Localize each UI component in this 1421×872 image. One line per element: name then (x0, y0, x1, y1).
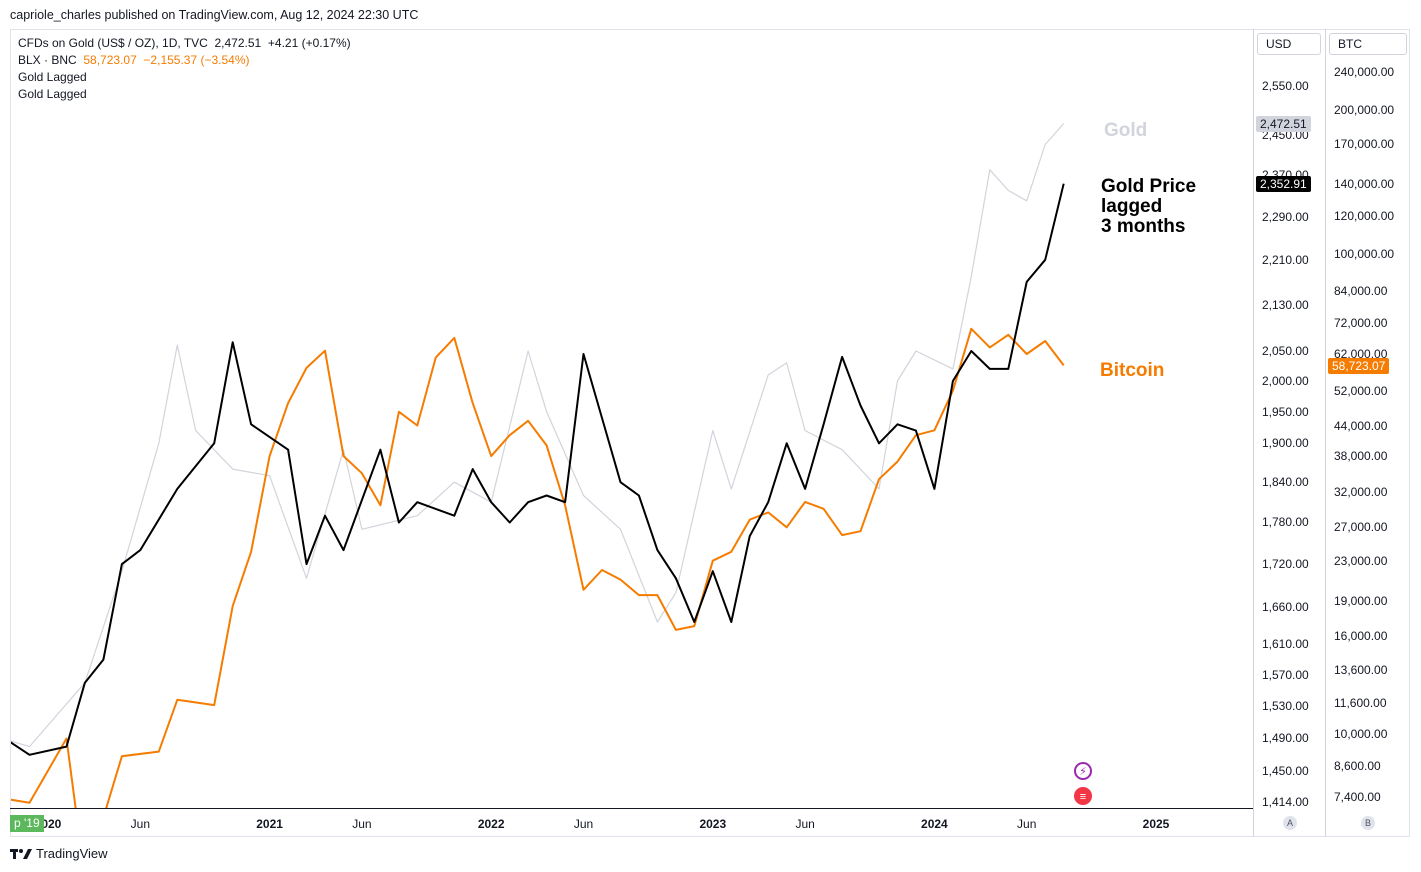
btc-tick-label: 19,000.00 (1334, 593, 1388, 608)
btc-axis-divider (1325, 29, 1326, 837)
series-line-gold-lagged[interactable] (0, 183, 1065, 802)
legend-gold[interactable]: CFDs on Gold (US$ / OZ), 1D, TVC 2,472.5… (18, 35, 351, 52)
gold-annotation: Gold (1104, 120, 1148, 141)
btc-tick-label: 8,600.00 (1334, 758, 1381, 773)
btc-tick-label: 7,400.00 (1334, 790, 1381, 804)
btc-tick-label: 16,000.00 (1334, 629, 1388, 644)
series-line-gold[interactable] (0, 123, 1065, 748)
time-tick-label: 2025 (1142, 817, 1170, 831)
usd-tick-label: 2,050.00 (1262, 344, 1309, 358)
legend-gold-lagged-2[interactable]: Gold Lagged (18, 87, 87, 101)
us-flag-icon[interactable]: ≡ (1074, 787, 1092, 805)
time-tick-label: 2022 (477, 817, 505, 831)
btc-tick-label: 38,000.00 (1334, 449, 1388, 464)
usd-tick-label: 1,720.00 (1262, 557, 1309, 572)
btc-tick-label: 62,000.00 (1334, 347, 1388, 362)
usd-axis-divider (1253, 29, 1254, 837)
usd-auto-scale-button[interactable]: A (1283, 816, 1297, 830)
lightning-icon[interactable]: ⚡ (1074, 762, 1092, 780)
gold-lagged-annotation: Gold Price lagged 3 months (1101, 177, 1196, 237)
btc-tick-label: 170,000.00 (1334, 136, 1395, 151)
usd-tick-label: 1,950.00 (1262, 404, 1309, 419)
bitcoin-price-tag: 58,723.07 (1328, 358, 1390, 374)
btc-tick-label: 100,000.00 (1334, 247, 1395, 262)
legend-gold-label: CFDs on Gold (US$ / OZ), 1D, TVC (18, 36, 208, 50)
legend-gold-lagged-1[interactable]: Gold Lagged (18, 70, 87, 84)
series-line-bitcoin[interactable] (0, 327, 1065, 872)
time-tick-label: Jun (795, 817, 815, 831)
btc-scale-button[interactable]: B (1361, 816, 1375, 830)
usd-tick-label: 1,780.00 (1262, 515, 1309, 530)
legend-bitcoin-label: BLX · BNC (18, 53, 77, 67)
legend-gold-value: 2,472.51 (214, 36, 262, 50)
footer: TradingView (10, 846, 108, 861)
usd-tick-label: 1,660.00 (1262, 600, 1309, 615)
usd-tick-label: 2,130.00 (1262, 297, 1309, 312)
time-tick-label: Jun (1017, 817, 1037, 831)
legend-bitcoin[interactable]: BLX · BNC 58,723.07 −2,155.37 (−3.54%) (18, 52, 351, 69)
btc-tick-label: 23,000.00 (1334, 553, 1388, 568)
x-axis-line (10, 808, 1253, 809)
usd-tick-label: 1,570.00 (1262, 667, 1309, 682)
btc-tick-label: 32,000.00 (1334, 484, 1388, 499)
btc-tick-label: 11,600.00 (1334, 696, 1387, 711)
usd-tick-label: 1,414.00 (1262, 795, 1309, 809)
footer-brand[interactable]: TradingView (36, 846, 108, 861)
btc-axis-title[interactable]: BTC (1329, 33, 1407, 55)
btc-tick-label: 140,000.00 (1334, 177, 1395, 192)
btc-tick-label: 27,000.00 (1334, 520, 1388, 535)
btc-tick-label: 200,000.00 (1334, 102, 1395, 117)
time-tick-label: Jun (352, 817, 372, 831)
btc-tick-label: 240,000.00 (1334, 65, 1395, 79)
time-tick-label: 2021 (256, 817, 283, 831)
usd-axis-title[interactable]: USD (1257, 33, 1321, 55)
usd-tick-label: 1,610.00 (1262, 637, 1309, 652)
legend-bitcoin-value: 58,723.07 (83, 53, 137, 67)
bitcoin-annotation: Bitcoin (1100, 360, 1165, 381)
usd-tick-label: 1,490.00 (1262, 731, 1309, 746)
gold-lagged-annotation-line2: lagged (1101, 196, 1163, 217)
chart-frame (10, 29, 1410, 837)
publisher-line: capriole_charles published on TradingVie… (10, 8, 419, 22)
time-tick-label: 2024 (921, 817, 948, 831)
btc-tick-label: 84,000.00 (1334, 283, 1388, 298)
btc-tick-label: 52,000.00 (1334, 383, 1388, 398)
btc-tick-label: 10,000.00 (1334, 727, 1388, 742)
usd-tick-label: 1,840.00 (1262, 475, 1309, 490)
usd-tick-label: 2,290.00 (1262, 209, 1309, 224)
time-tick-label: 2023 (699, 817, 727, 831)
btc-tick-label: 44,000.00 (1334, 418, 1388, 433)
usd-tick-label: 1,530.00 (1262, 699, 1309, 714)
legend-bitcoin-change: −2,155.37 (−3.54%) (143, 53, 250, 67)
gold-lagged-annotation-line1: Gold Price (1101, 176, 1197, 197)
gold-lagged-annotation-line3: 3 months (1101, 216, 1186, 237)
btc-tick-label: 72,000.00 (1334, 315, 1388, 330)
time-tick-label: Jun (130, 817, 151, 831)
usd-tick-label: 1,900.00 (1262, 436, 1309, 451)
gold-price-tag: 2,472.51 (1256, 116, 1311, 132)
usd-tick-label: 1,450.00 (1262, 764, 1309, 779)
legend: CFDs on Gold (US$ / OZ), 1D, TVC 2,472.5… (18, 35, 351, 103)
usd-tick-label: 2,000.00 (1262, 373, 1309, 388)
btc-tick-label: 120,000.00 (1334, 209, 1395, 224)
tradingview-logo-icon (10, 848, 32, 859)
legend-gold-change: +4.21 (+0.17%) (267, 36, 351, 50)
time-tick-label: Jun (573, 817, 594, 831)
usd-tick-label: 2,550.00 (1262, 79, 1309, 93)
range-start-badge: p '19 (10, 815, 44, 832)
usd-tick-label: 2,210.00 (1262, 252, 1309, 267)
gold-lagged-price-tag: 2,352.91 (1256, 176, 1311, 192)
btc-tick-label: 13,600.00 (1334, 663, 1388, 678)
